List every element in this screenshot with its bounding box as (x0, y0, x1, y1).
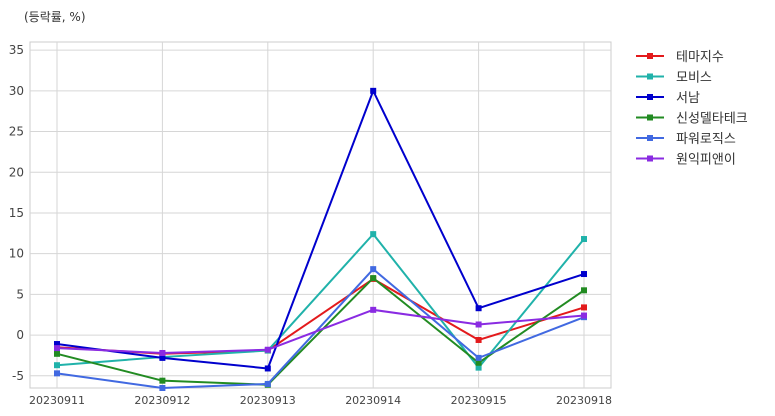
data-point (581, 312, 587, 319)
plot-area (29, 41, 612, 389)
legend-item-1: 모비스 (636, 71, 712, 86)
y-tick-label: 25 (9, 125, 24, 139)
legend-label: 원익피앤이 (676, 153, 736, 168)
data-point (159, 385, 166, 391)
series-line (56, 308, 585, 354)
legend-item-0: 테마지수 (636, 50, 724, 65)
data-point (370, 231, 377, 238)
legend-label: 모비스 (676, 71, 712, 86)
series-line (56, 268, 585, 389)
x-tick-label: 20230911 (29, 394, 85, 407)
series-line (56, 233, 585, 369)
series-2 (54, 87, 587, 372)
legend-marker (647, 94, 653, 100)
data-point (370, 87, 377, 94)
legend-item-2: 서남 (636, 91, 700, 106)
series-layer (54, 87, 587, 391)
y-tick-label: 30 (9, 84, 24, 98)
data-point (264, 346, 271, 353)
x-axis-ticks: 20230911 20230912 20230913 20230914 20230915… (29, 394, 612, 407)
y-tick-label: 0 (16, 328, 24, 342)
data-point (54, 350, 60, 357)
y-tick-label: 35 (9, 43, 24, 57)
unit-label: (등락률, %) (24, 10, 86, 24)
x-tick-label: 20230915 (451, 394, 507, 407)
legend-item-4: 파워로직스 (636, 132, 736, 147)
data-point (54, 341, 60, 348)
data-point (370, 275, 377, 282)
data-point (475, 305, 482, 312)
legend-marker (647, 155, 653, 162)
legend-marker (647, 53, 653, 59)
legend-label: 파워로직스 (676, 132, 736, 147)
data-point (475, 359, 482, 366)
legend-marker (647, 114, 653, 121)
data-point (159, 349, 166, 356)
grid-lines (30, 42, 611, 388)
legend-label: 신성델타테크 (676, 112, 748, 127)
data-point (264, 365, 271, 372)
data-point (54, 345, 60, 352)
y-tick-label: 5 (16, 287, 24, 301)
legend-label: 테마지수 (676, 50, 724, 65)
data-point (475, 336, 482, 343)
data-point (159, 354, 166, 361)
y-tick-label: -5 (12, 369, 24, 383)
legend-marker (647, 73, 653, 80)
data-point (475, 364, 482, 371)
y-tick-label: 20 (9, 165, 24, 179)
x-tick-label: 20230913 (240, 394, 296, 407)
data-point (581, 304, 587, 311)
series-line (56, 89, 585, 370)
data-point (475, 354, 482, 361)
legend-label: 서남 (676, 91, 700, 106)
data-point (54, 370, 60, 377)
data-point (159, 377, 166, 384)
y-tick-label: 10 (9, 247, 24, 261)
y-tick-label: 15 (9, 206, 24, 220)
data-point (475, 321, 482, 328)
y-axis-ticks: -5 0 5 10 15 20 25 30 35 (9, 43, 24, 383)
legend-item-3: 신성델타테크 (636, 112, 748, 127)
data-point (264, 380, 271, 387)
data-point (581, 287, 587, 294)
x-tick-label: 20230914 (345, 394, 401, 407)
legend-marker (647, 135, 653, 141)
data-point (370, 306, 377, 313)
series-5 (54, 306, 587, 356)
x-tick-label: 20230912 (134, 394, 190, 407)
data-point (54, 362, 60, 369)
legend-item-5: 원익피앤이 (636, 153, 736, 168)
data-point (581, 271, 587, 278)
x-tick-label: 20230918 (556, 394, 612, 407)
data-point (370, 266, 377, 273)
data-point (581, 236, 587, 243)
